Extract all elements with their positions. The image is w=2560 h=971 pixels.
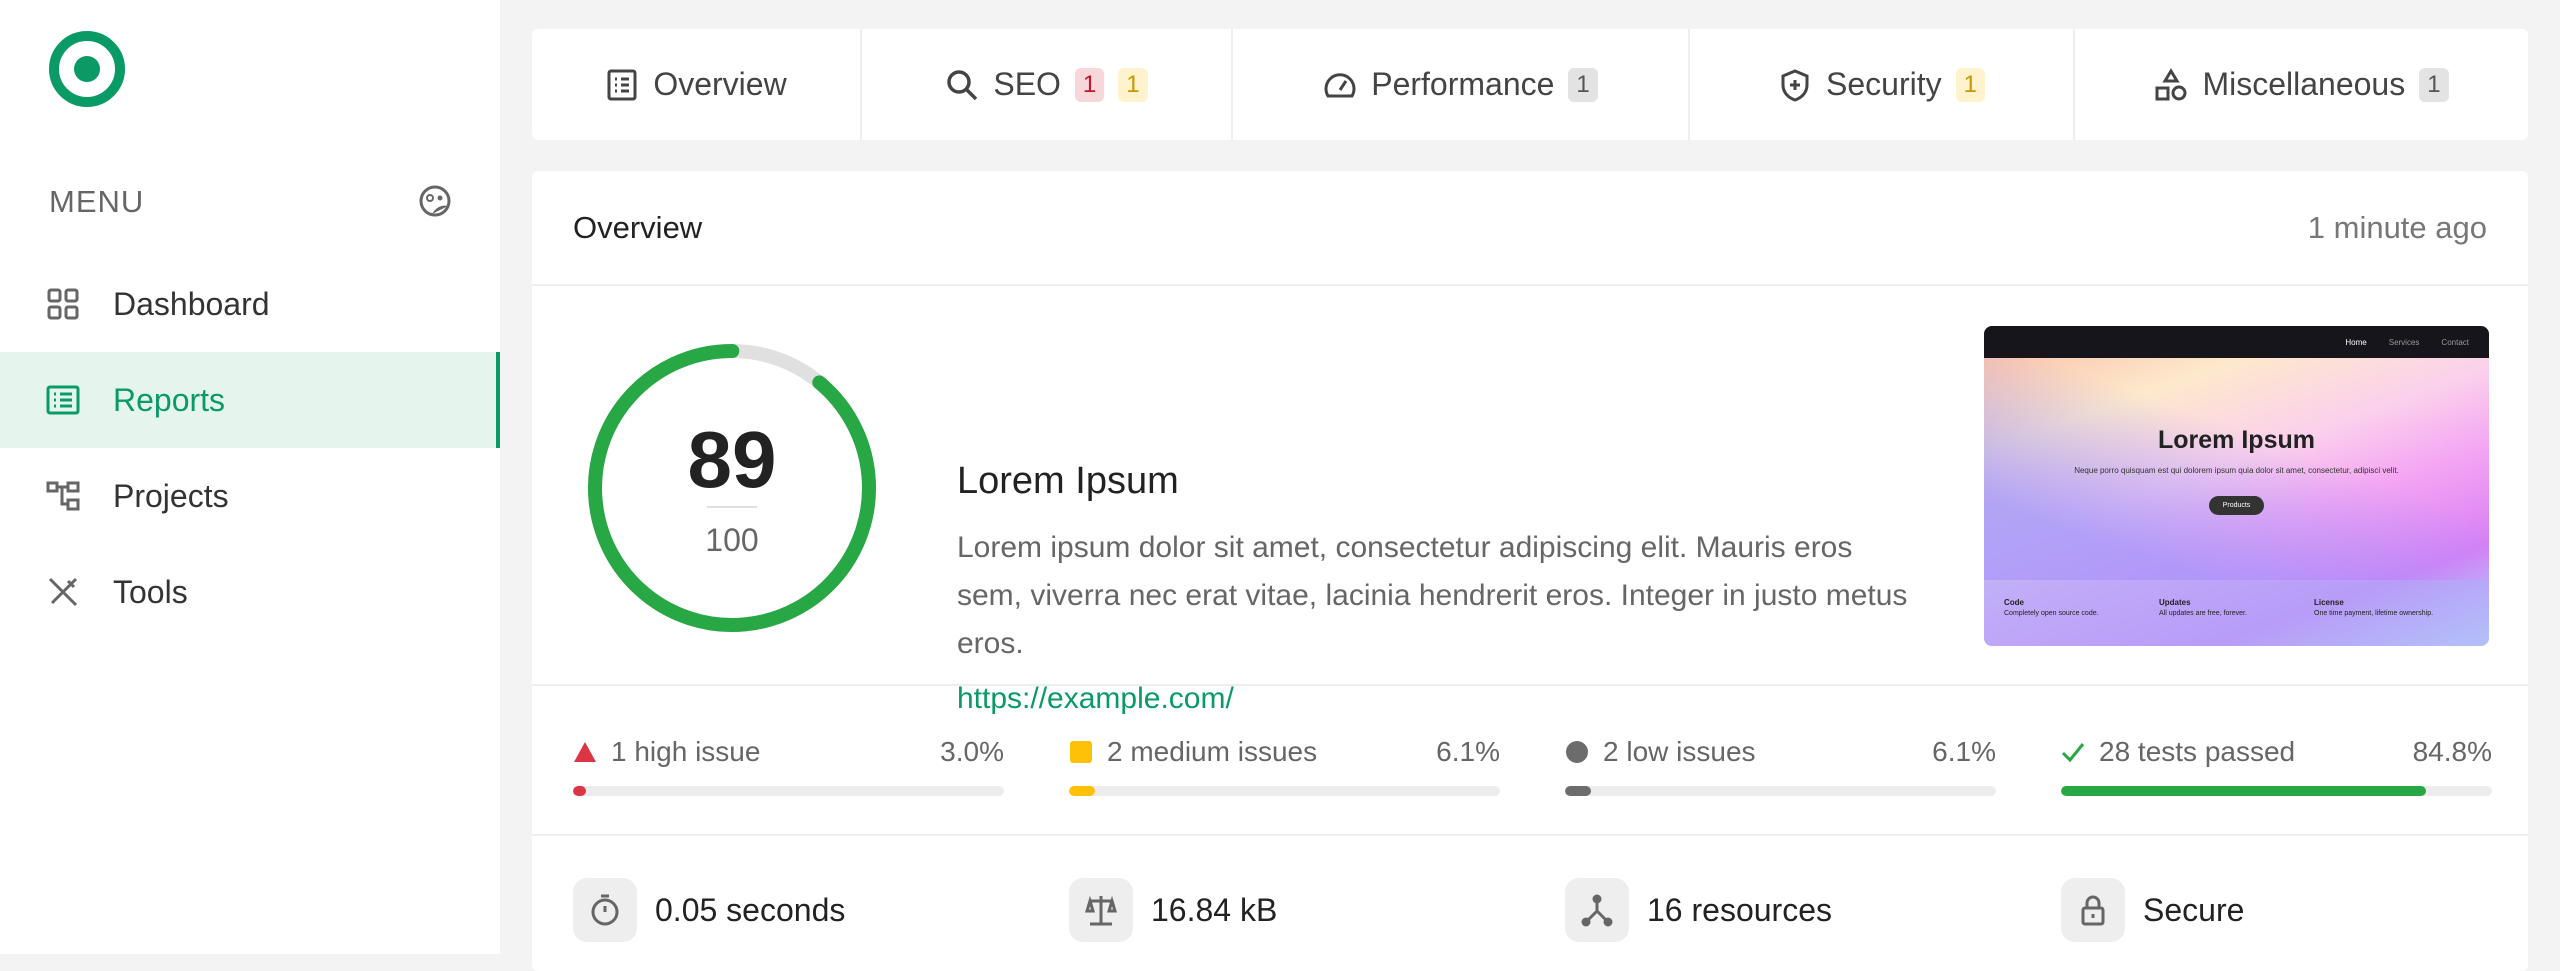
issue-bar-fill	[2061, 786, 2427, 796]
issue-percent: 3.0%	[940, 736, 1004, 767]
sidebar-item-label: Reports	[113, 381, 226, 418]
issue-low[interactable]: 2 low issues 6.1%	[1565, 686, 1996, 796]
sidebar-item-label: Projects	[113, 477, 229, 514]
search-icon	[947, 69, 978, 100]
tab-performance[interactable]: Performance 1	[1233, 29, 1690, 140]
issue-bar	[2061, 786, 2492, 796]
low-issue-badge: 1	[2419, 67, 2449, 102]
stat-label: Secure	[2143, 891, 2245, 928]
preview-heading: Lorem Ipsum	[2158, 426, 2315, 454]
issue-medium[interactable]: 2 medium issues 6.1%	[1069, 686, 1500, 796]
scale-icon	[1084, 895, 1118, 926]
issues-summary: 1 high issue 3.0% 2 medium issues 6.1% 2 l…	[532, 686, 2528, 836]
tab-label: Overview	[653, 66, 787, 102]
medium-issue-badge: 1	[1118, 67, 1148, 102]
gauge-icon	[1324, 72, 1356, 97]
preview-nav-home: Home	[2345, 337, 2367, 347]
stat-label: 16.84 kB	[1151, 891, 1278, 928]
sidebar-item-label: Tools	[113, 573, 188, 610]
issue-high[interactable]: 1 high issue 3.0%	[573, 686, 1004, 796]
stopwatch-icon	[591, 894, 619, 926]
preview-feature: Updates All updates are free, forever.	[2159, 598, 2247, 617]
lock-icon	[2081, 895, 2105, 926]
overview-card: Overview 1 minute ago 89 100 Lorem Ipsum…	[532, 171, 2528, 971]
high-issue-badge: 1	[1074, 67, 1105, 102]
issue-label: 2 low issues	[1603, 736, 1756, 767]
preview-feature: License One time payment, lifetime owners…	[2314, 598, 2434, 617]
issue-percent: 6.1%	[1932, 736, 1996, 767]
resources-icon	[1581, 894, 1613, 927]
tab-label: Security	[1826, 66, 1942, 102]
sidebar-item-projects[interactable]: Projects	[0, 448, 500, 544]
low-issue-badge: 1	[1568, 67, 1598, 102]
square-icon	[1070, 741, 1092, 763]
menu-label: MENU	[49, 184, 145, 219]
grid-icon	[47, 288, 79, 320]
report-list-icon	[46, 385, 80, 415]
preview-nav-contact: Contact	[2441, 337, 2469, 347]
stat-load-time: 0.05 seconds	[573, 878, 1004, 942]
issue-label: 2 medium issues	[1107, 736, 1318, 767]
issue-label: 28 tests passed	[2099, 736, 2296, 767]
preview-button: Products	[2209, 496, 2264, 515]
score-max: 100	[705, 522, 759, 558]
site-screenshot[interactable]: Home Services Contact Lorem Ipsum Neque po…	[1984, 326, 2489, 646]
tab-label: Miscellaneous	[2202, 66, 2406, 102]
stat-label: 16 resources	[1647, 891, 1832, 928]
issue-percent: 6.1%	[1436, 736, 1500, 767]
list-icon	[607, 69, 637, 100]
tab-label: Performance	[1371, 66, 1555, 102]
sidebar-item-reports[interactable]: Reports	[0, 352, 500, 448]
issue-bar-fill	[1069, 786, 1096, 796]
circle-icon	[1566, 741, 1588, 763]
last-updated: 1 minute ago	[2307, 209, 2487, 245]
tab-seo[interactable]: SEO 1 1	[862, 29, 1233, 140]
score-divider	[707, 506, 757, 508]
issue-bar	[1565, 786, 1996, 796]
issue-label: 1 high issue	[611, 736, 761, 767]
tests-passed[interactable]: 28 tests passed 84.8%	[2061, 686, 2492, 796]
issue-percent: 84.8%	[2412, 736, 2492, 767]
issue-bar	[1069, 786, 1500, 796]
tab-security[interactable]: Security 1	[1690, 29, 2075, 140]
preview-nav-services: Services	[2388, 337, 2420, 347]
sidebar: MENU Dashboard Reports Projects Tools	[0, 0, 500, 954]
logo-icon[interactable]	[47, 29, 127, 109]
site-url-link[interactable]: https://example.com/	[957, 682, 1234, 715]
preview-feature: Code Completely open source code.	[2004, 598, 2099, 617]
stat-page-size: 16.84 kB	[1069, 878, 1500, 942]
shield-icon	[1781, 68, 1809, 102]
card-title: Overview	[573, 209, 703, 245]
triangle-warning-icon	[574, 742, 596, 762]
tab-overview[interactable]: Overview	[532, 29, 862, 140]
stat-security: Secure	[2061, 878, 2492, 942]
sidebar-item-dashboard[interactable]: Dashboard	[0, 256, 500, 352]
site-description: Lorem ipsum dolor sit amet, consectetur …	[957, 531, 1908, 660]
sidebar-item-tools[interactable]: Tools	[0, 544, 500, 640]
page-stats: 0.05 seconds 16.84 kB 16 resources Secur…	[532, 836, 2528, 942]
theme-palette-icon[interactable]	[418, 184, 452, 218]
score-ring-fill	[588, 344, 876, 632]
tab-label: SEO	[993, 66, 1061, 102]
site-title: Lorem Ipsum	[957, 460, 1179, 502]
check-icon	[2061, 743, 2085, 763]
medium-issue-badge: 1	[1955, 67, 1985, 102]
issue-bar-fill	[573, 786, 586, 796]
tools-icon	[48, 577, 78, 607]
stat-label: 0.05 seconds	[655, 891, 846, 928]
tab-miscellaneous[interactable]: Miscellaneous 1	[2075, 29, 2528, 140]
score-ring	[588, 344, 876, 632]
issue-bar-fill	[1565, 786, 1592, 796]
report-tabs: Overview SEO 1 1 Performance 1 Security …	[532, 29, 2528, 140]
shapes-icon	[2155, 67, 2187, 100]
sidebar-item-label: Dashboard	[113, 285, 270, 322]
score-value: 89	[687, 415, 777, 504]
issue-bar	[573, 786, 1004, 796]
preview-subtitle: Neque porro quisquam est qui dolorem ips…	[2074, 466, 2399, 475]
hierarchy-icon	[46, 481, 80, 511]
stat-resources: 16 resources	[1565, 878, 1996, 942]
